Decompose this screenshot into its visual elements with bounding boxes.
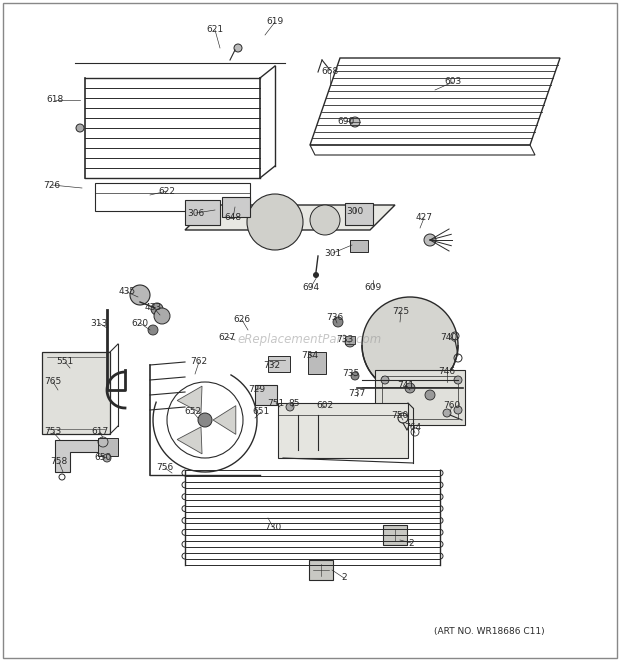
Text: 760: 760 [443,401,461,410]
Circle shape [381,406,389,414]
Text: 730: 730 [264,522,281,531]
Text: 551: 551 [56,358,74,366]
Text: 746: 746 [438,368,456,377]
Circle shape [313,272,319,278]
Text: 618: 618 [46,95,64,104]
Bar [98,438,118,456]
Bar [268,356,290,372]
Text: 758: 758 [50,457,68,467]
Bar [308,352,326,374]
Text: 764: 764 [404,424,422,432]
Circle shape [425,390,435,400]
Circle shape [76,124,84,132]
Text: 652: 652 [184,407,202,416]
Text: 301: 301 [324,249,342,258]
Text: 765: 765 [45,377,61,387]
Text: 603: 603 [445,77,462,87]
Bar [42,352,110,434]
Circle shape [286,403,294,411]
Text: 306: 306 [187,208,205,217]
Text: 433: 433 [144,303,162,311]
Circle shape [247,194,303,250]
Text: 617: 617 [91,428,108,436]
Polygon shape [55,440,100,472]
Text: 740: 740 [440,334,458,342]
Circle shape [198,413,212,427]
Circle shape [381,376,389,384]
Circle shape [310,205,340,235]
Text: 650: 650 [94,453,112,461]
Text: 734: 734 [301,350,319,360]
Circle shape [351,372,359,380]
Text: 762: 762 [190,358,208,366]
Text: 733: 733 [337,336,353,344]
Bar [383,525,407,545]
Text: 690: 690 [337,116,355,126]
Text: 729: 729 [249,385,265,395]
Text: 300: 300 [347,208,363,217]
Text: 626: 626 [234,315,250,325]
Text: (ART NO. WR18686 C11): (ART NO. WR18686 C11) [435,627,545,636]
Circle shape [405,383,415,393]
Text: 648: 648 [224,214,242,223]
Polygon shape [177,427,202,454]
Text: 725: 725 [392,307,410,317]
Bar [382,376,458,419]
Circle shape [443,409,451,417]
Circle shape [454,376,462,384]
Text: 735: 735 [342,368,360,377]
Bar [375,370,465,425]
Text: 737: 737 [348,389,366,397]
Text: 732: 732 [264,360,281,369]
Bar [185,200,220,225]
Circle shape [424,234,436,246]
Polygon shape [177,386,202,413]
Bar [345,203,373,225]
Text: 620: 620 [131,319,149,327]
Circle shape [362,297,458,393]
Bar [345,336,355,344]
Text: 726: 726 [43,180,61,190]
Text: 736: 736 [326,313,343,323]
Text: 627: 627 [218,332,236,342]
Bar [309,560,333,580]
Bar [350,240,368,252]
Text: 609: 609 [365,282,382,292]
Text: 751: 751 [267,399,285,407]
Text: 753: 753 [45,428,61,436]
Text: 2: 2 [341,574,347,582]
Circle shape [148,325,158,335]
Text: 602: 602 [316,401,334,410]
Circle shape [103,454,111,462]
Circle shape [454,406,462,414]
Text: 619: 619 [267,17,283,26]
Text: 2: 2 [408,539,414,547]
Circle shape [333,317,343,327]
Text: 651: 651 [252,407,270,416]
Polygon shape [185,205,395,230]
Circle shape [151,303,163,315]
Text: 741: 741 [397,381,415,391]
Circle shape [154,308,170,324]
Bar [255,385,277,405]
Text: 750: 750 [391,410,409,420]
Text: 756: 756 [156,463,174,473]
Text: 313: 313 [91,319,108,327]
Circle shape [350,117,360,127]
Text: 668: 668 [321,67,339,77]
Bar [95,183,250,211]
Text: eReplacementParts.com: eReplacementParts.com [238,334,382,346]
Polygon shape [213,406,236,434]
Text: 427: 427 [415,214,433,223]
Circle shape [234,44,242,52]
Bar [278,403,408,458]
Text: 435: 435 [118,288,136,297]
Circle shape [130,285,150,305]
Bar [222,197,250,217]
Text: 85: 85 [288,399,299,407]
Text: 621: 621 [206,26,224,34]
Text: 694: 694 [303,282,319,292]
Text: 622: 622 [159,186,175,196]
Circle shape [345,337,355,347]
